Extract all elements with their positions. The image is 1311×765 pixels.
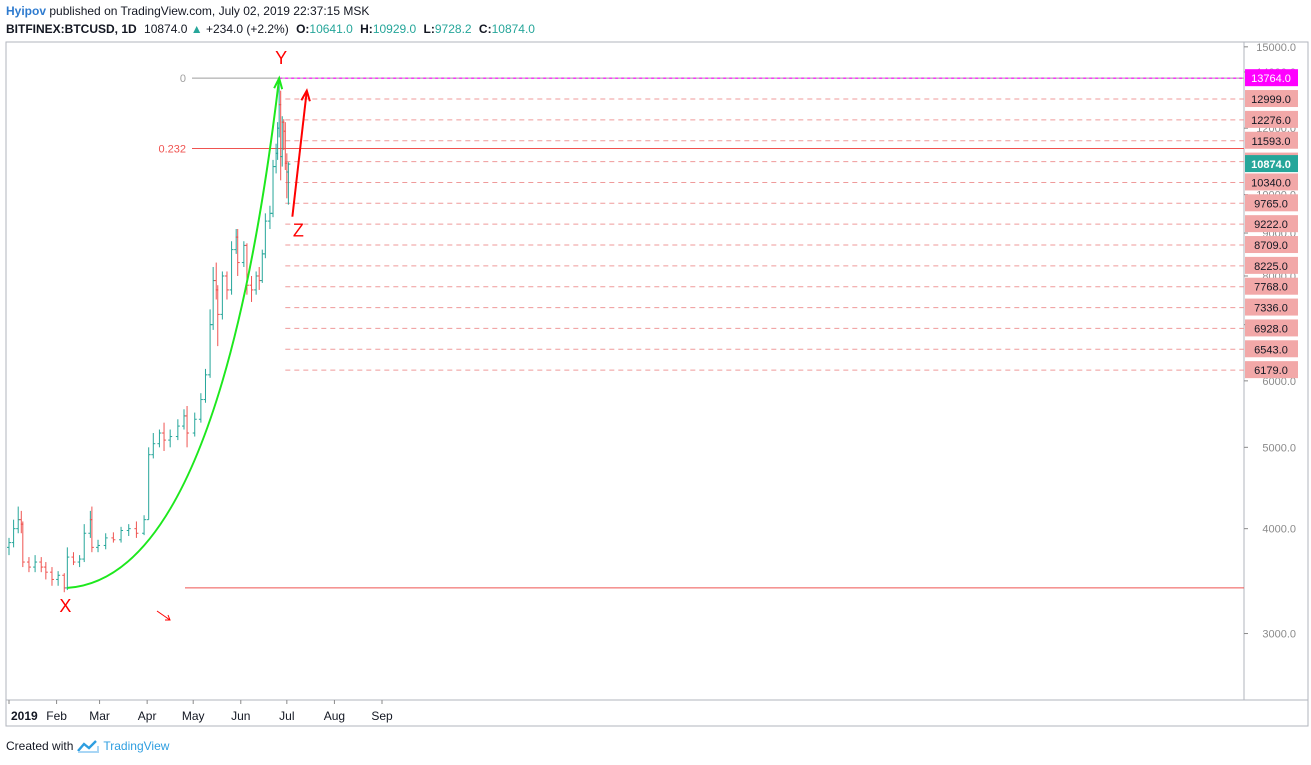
level-tag [1245,319,1298,337]
last-price-tag-label: 10874.0 [1251,159,1291,171]
close-label: C: [478,22,492,36]
level-tag [1245,110,1298,128]
level-tag-label: 10340.0 [1251,177,1291,189]
level-tag [1245,277,1298,295]
x-tick-label: Jun [231,709,250,723]
symbol-info: BITFINEX:BTCUSD, 1D 10874.0 ▲ +234.0 (+2… [6,22,535,36]
level-tag-label: 7768.0 [1254,282,1288,294]
chart-frame [5,41,1309,727]
x-tick-label: May [182,709,205,723]
level-tag-label: 7336.0 [1254,303,1288,315]
x-tick-label: 2019 [11,709,38,723]
hint-arrowhead [165,614,171,621]
level-tag-label: 8709.0 [1254,240,1288,252]
publish-text: published on TradingView.com, July 02, 2… [49,4,370,18]
high-value: 10929.0 [372,22,417,36]
up-triangle-icon: ▲ [190,22,203,36]
open-value: 10641.0 [309,22,353,36]
x-tick-label: Jul [279,709,294,723]
level-tag [1245,340,1298,358]
level-tag [1245,173,1298,191]
level-tag [1245,256,1298,274]
level-tag [1245,361,1298,379]
level-tag-label: 8225.0 [1254,261,1288,273]
level-tag-label: 12999.0 [1251,94,1291,106]
price-tags: 12999.012276.011593.010949.010340.09765.… [1245,69,1298,379]
last-price-text: 10874.0 [144,22,188,36]
publish-info: Hyipov published on TradingView.com, Jul… [6,4,369,18]
top-level-tag [1245,69,1298,87]
created-text: Created with [6,739,74,753]
x-tick-label: Feb [46,709,67,723]
x-tick-label: Aug [324,709,345,723]
level-tag-label: 6179.0 [1254,365,1288,377]
x-tick-label: Sep [371,709,393,723]
xy-curve [67,78,281,589]
open-label: O: [296,22,310,36]
level-tag [1245,90,1298,108]
high-label: H: [360,22,373,36]
level-tag-label: 6543.0 [1254,344,1288,356]
level-tag [1245,194,1298,212]
top-level-tag-label: 13764.0 [1251,73,1291,85]
last-price-tag [1245,155,1298,173]
tradingview-logo-icon [77,740,100,753]
hint-arrow [156,610,171,621]
footer: Created with TradingView [6,739,169,753]
x-tick-label: Apr [138,709,157,723]
y-tick-label: 3000.0 [1262,629,1296,641]
low-value: 9728.2 [434,22,472,36]
y-tick-label: 6000.0 [1262,376,1296,388]
wave-label: X [59,596,71,616]
fib-label: 0 [180,73,186,85]
level-tag [1245,215,1298,233]
candles [7,78,291,593]
x-tick-label: Mar [89,709,110,723]
level-tag [1245,298,1298,316]
wave-label: Z [293,221,304,241]
symbol-label: BITFINEX:BTCUSD, 1D [6,22,137,36]
y-tick-label: 15000.0 [1256,42,1296,54]
level-tag-label: 12276.0 [1251,115,1291,127]
level-tag-label: 11593.0 [1252,136,1291,148]
drawings: X Y Z [59,48,311,621]
low-label: L: [423,22,435,36]
xy-arrowhead [273,75,284,90]
axis-ticks: 3000.04000.05000.06000.07000.08000.09000… [8,42,1296,723]
tradingview-brand[interactable]: TradingView [103,739,170,753]
y-tick-label: 4000.0 [1262,524,1296,536]
fib-lines: 0 0.232 [158,73,1244,589]
change-text: +234.0 (+2.2%) [205,22,289,36]
projection-arrowhead [300,88,311,102]
close-value: 10874.0 [491,22,535,36]
wave-label: Y [275,48,287,68]
level-lines [279,77,1244,371]
level-tag-label: 9222.0 [1254,219,1288,231]
author-name[interactable]: Hyipov [6,4,47,18]
level-tag-label: 6928.0 [1254,323,1288,335]
level-tag [1245,236,1298,254]
level-tag [1245,131,1298,149]
y-tick-label: 5000.0 [1262,442,1296,454]
level-tag-label: 9765.0 [1254,198,1288,210]
fib-label: 0.232 [158,143,186,155]
projection-arrow [291,90,308,217]
